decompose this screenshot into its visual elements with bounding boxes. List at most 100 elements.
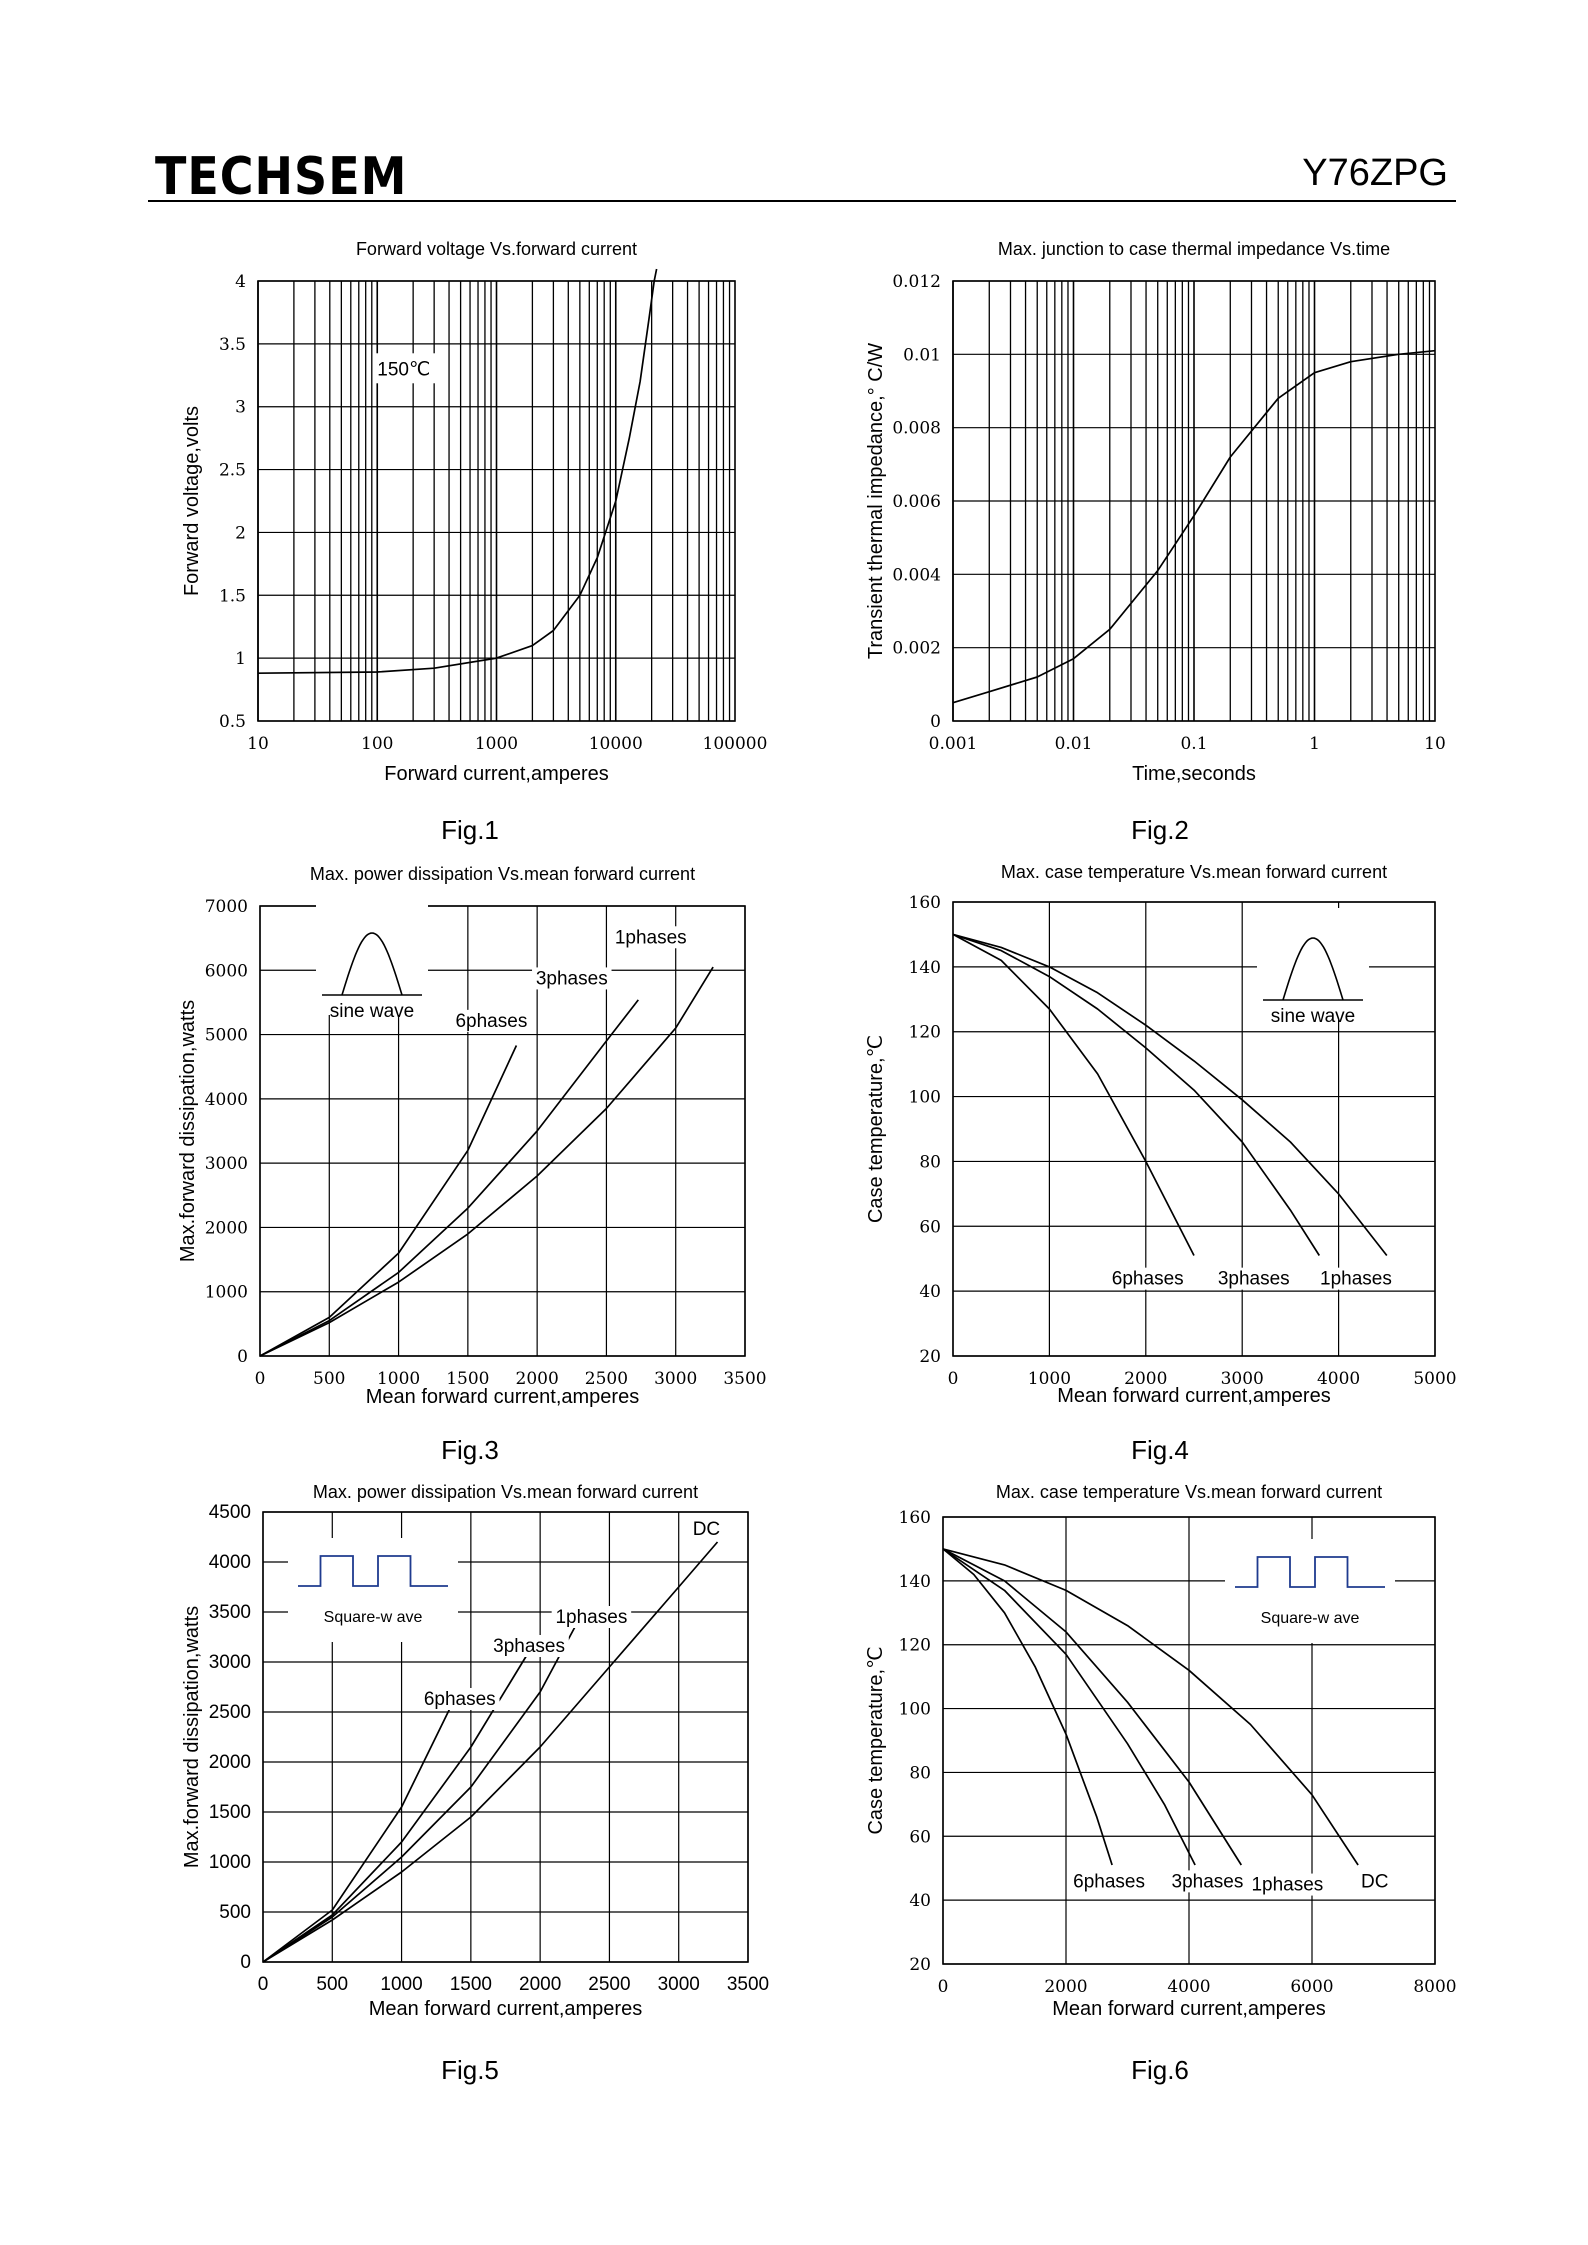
x-tick-label: 1000 [377,1369,420,1389]
fig2-caption: Fig.2 [1131,815,1189,845]
chart-fig2: 0.001 0.01 0.1 1 10 0 0.002 0.004 0.006 0.008 0.01… [865,239,1446,785]
square-pulse [298,1555,448,1587]
y-tick-label: 1.5 [219,586,246,606]
series-label-background [489,1635,569,1657]
plot-frame [942,1516,1436,1965]
y-tick-label: 3500 [209,1602,251,1623]
x-tick-label: 1000 [380,1974,422,1995]
chart-fig4: 0 1000 2000 3000 4000 5000 20 40 60 80 100 120 140 16… [865,862,1457,1407]
plot-frame [257,280,736,722]
y-tick-label: 4000 [209,1552,251,1573]
series-line-1phases [952,933,1388,1257]
fig6-caption: Fig.6 [1131,2055,1189,2085]
y-tick-label: 80 [919,1152,941,1172]
y-tick-label: 0 [240,1952,251,1973]
series-label-background [611,926,691,949]
fig3-caption: Fig.3 [441,1435,499,1465]
y-tick-label: 160 [909,893,941,913]
series-line-3phases [259,999,639,1357]
series-label: 3phases [1218,1269,1290,1290]
temperature-annotation: 150℃ [377,359,430,380]
series-label: 3phases [536,968,608,989]
x-tick-label: 100000 [703,734,768,754]
inset-label: Square-w ave [1261,1610,1360,1627]
series-line-6phases [262,1707,451,1963]
series-label: 6phases [1073,1871,1145,1892]
y-tick-label: 0.008 [892,419,941,439]
series-label-background [692,1518,720,1540]
series-label-background [1214,1267,1294,1290]
chart-fig5: 0 500 1000 1500 2000 2500 3000 3500 0 500 1000 1500… [181,1482,769,2020]
series-label-background [451,1009,532,1032]
inset-label: sine wave [1271,1006,1356,1027]
y-tick-label: 120 [909,1023,941,1043]
chart-title: Max. junction to case thermal impedance … [998,239,1390,259]
series-label-background [1361,1870,1389,1893]
y-tick-label: 80 [909,1763,931,1783]
x-tick-label: 3500 [727,1974,769,1995]
x-tick-label: 0.1 [1180,734,1207,754]
y-tick-label: 0.004 [892,565,941,585]
y-axis-label: Max.forward dissipation,watts [177,1000,199,1262]
y-tick-label: 0 [237,1347,248,1367]
y-tick-label: 4 [235,272,246,292]
annotation-background [375,353,444,384]
y-tick-label: 3000 [205,1154,248,1174]
series-line-dc [262,1541,719,1963]
series-label-background [551,1606,632,1628]
inset-background [1225,1539,1395,1643]
series-line-6phases [259,1045,518,1357]
x-tick-label: 5000 [1413,1369,1456,1389]
chart-fig1: 10 100 1000 10000 100000 0.5 1 1.5 2 2.5 3 3.5 4 Forw… [181,239,768,785]
x-tick-label: 10000 [589,734,643,754]
series-label: 6phases [1112,1269,1184,1290]
series-line-1phases [259,966,714,1357]
x-tick-label: 1000 [1028,1369,1071,1389]
series-label: DC [1361,1871,1388,1892]
plot-frame [259,905,746,1357]
series-label-background [1107,1267,1188,1290]
sine-wave-icon: sine wave [1257,908,1369,1027]
x-tick-label: 0 [948,1369,959,1389]
inset-label: sine wave [330,1001,415,1022]
y-axis-label: Forward voltage,volts [181,406,203,596]
y-tick-label: 1500 [209,1802,251,1823]
x-axis-label: Mean forward current,amperes [366,1386,639,1408]
x-tick-label: 2500 [588,1974,630,1995]
y-tick-label: 1000 [205,1283,248,1303]
y-tick-label: 0.01 [903,345,941,365]
x-axis-label: Mean forward current,amperes [369,1998,642,2020]
series-line-1phases [262,1621,579,1963]
x-tick-label: 10 [1424,734,1446,754]
plot-frame [262,1511,749,1963]
y-tick-label: 40 [909,1891,931,1911]
x-axis-label: Forward current,amperes [384,763,609,785]
y-tick-label: 0.006 [892,492,941,512]
y-axis-label: Max.forward dissipation,watts [181,1606,203,1868]
y-tick-label: 6000 [205,961,248,981]
series-line-1phases [942,1548,1243,1866]
fig1-caption: Fig.1 [441,815,499,845]
y-tick-label: 4500 [209,1502,251,1523]
x-tick-label: 3000 [654,1369,697,1389]
inset-background [288,1538,458,1642]
y-tick-label: 2000 [209,1752,251,1773]
y-tick-label: 120 [899,1636,931,1656]
y-axis-label: Case temperature,℃ [865,1035,887,1223]
grid [257,280,735,722]
x-axis-label: Mean forward current,amperes [1052,1998,1325,2020]
chart-title: Max. case temperature Vs.mean forward cu… [1001,862,1387,882]
y-tick-label: 0 [930,712,941,732]
x-tick-label: 8000 [1413,1977,1456,1997]
y-tick-label: 0.002 [892,639,941,659]
x-tick-label: 100 [361,734,393,754]
square-wave-icon: Square-w ave [288,1538,458,1642]
x-tick-label: 0 [938,1977,949,1997]
inset-background [1257,908,1369,1020]
x-tick-label: 0.001 [929,734,978,754]
y-tick-label: 160 [899,1508,931,1528]
y-tick-label: 60 [909,1827,931,1847]
series-label: 6phases [455,1011,527,1032]
series-label-background [1167,1870,1248,1893]
y-tick-label: 20 [909,1955,931,1975]
